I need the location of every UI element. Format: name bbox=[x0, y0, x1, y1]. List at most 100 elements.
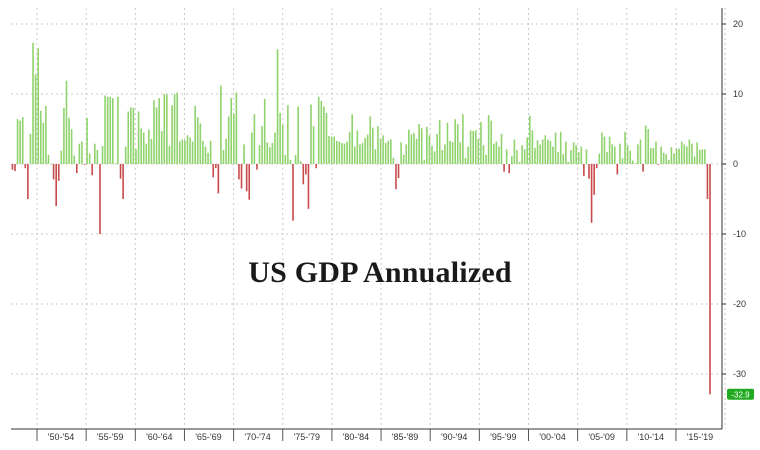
gdp-bar bbox=[117, 96, 119, 164]
gdp-bar bbox=[585, 149, 588, 164]
gdp-bar bbox=[132, 108, 135, 164]
gdp-bar bbox=[199, 123, 202, 164]
gdp-bar bbox=[467, 146, 469, 164]
gdp-bar bbox=[307, 164, 310, 209]
gdp-bar bbox=[601, 132, 603, 164]
gdp-bar bbox=[248, 164, 251, 200]
gdp-bar bbox=[593, 164, 595, 195]
gdp-bar bbox=[140, 128, 142, 164]
gdp-bar bbox=[204, 146, 207, 164]
gdp-bar bbox=[433, 151, 436, 164]
gdp-bar bbox=[662, 152, 665, 164]
gdp-bar bbox=[611, 144, 613, 164]
gdp-bar bbox=[106, 96, 109, 164]
gdp-bar bbox=[423, 159, 426, 164]
gdp-bar bbox=[706, 164, 709, 199]
gdp-bar bbox=[343, 143, 346, 164]
gdp-bar bbox=[145, 143, 148, 164]
gdp-bar bbox=[271, 143, 274, 164]
gdp-bar bbox=[50, 164, 52, 165]
gdp-bar bbox=[194, 105, 196, 164]
gdp-bar bbox=[691, 143, 693, 164]
gdp-bar bbox=[549, 140, 552, 164]
gdp-bar bbox=[81, 141, 83, 164]
last-value-label: -32.9 bbox=[731, 390, 750, 399]
gdp-bar bbox=[580, 146, 583, 164]
gdp-bar bbox=[312, 126, 315, 164]
gdp-bar bbox=[261, 126, 263, 164]
gdp-bar bbox=[482, 145, 485, 164]
gdp-bar bbox=[572, 142, 575, 164]
gdp-bar bbox=[83, 164, 86, 165]
y-tick-label: -10 bbox=[733, 229, 746, 239]
gdp-bar bbox=[130, 107, 132, 164]
gdp-bar bbox=[14, 164, 16, 171]
gdp-bar bbox=[449, 140, 451, 164]
gdp-bar bbox=[294, 154, 297, 164]
gdp-bar bbox=[567, 161, 570, 164]
gdp-bar bbox=[274, 132, 276, 164]
gdp-bar bbox=[629, 150, 632, 164]
gdp-bar bbox=[353, 146, 356, 164]
gdp-bar bbox=[253, 114, 256, 164]
gdp-bar bbox=[505, 149, 508, 164]
gdp-bar bbox=[526, 137, 529, 164]
gdp-bar bbox=[374, 149, 377, 164]
gdp-bar bbox=[577, 152, 580, 164]
gdp-bar bbox=[202, 140, 204, 164]
gdp-bar bbox=[634, 163, 637, 164]
gdp-bar bbox=[171, 105, 173, 164]
gdp-bar bbox=[19, 120, 21, 164]
gdp-bar bbox=[16, 119, 19, 164]
gdp-bar bbox=[392, 157, 395, 164]
gdp-bar bbox=[395, 164, 397, 190]
gdp-bar bbox=[287, 105, 289, 164]
gdp-bar bbox=[387, 140, 390, 164]
gdp-bar bbox=[341, 143, 343, 164]
gdp-bar bbox=[366, 134, 369, 164]
x-tick-label: '55-'59 bbox=[97, 432, 123, 442]
gdp-bar bbox=[616, 164, 619, 175]
gdp-bar bbox=[464, 157, 467, 164]
gdp-bar bbox=[469, 130, 472, 164]
gdp-bar bbox=[559, 131, 562, 164]
gdp-bar bbox=[29, 133, 32, 164]
gdp-bar bbox=[55, 164, 57, 206]
gdp-bar bbox=[251, 132, 253, 164]
gdp-bar bbox=[39, 110, 42, 164]
gdp-bar bbox=[47, 154, 50, 164]
gdp-bar bbox=[668, 159, 670, 164]
gdp-bar bbox=[104, 95, 106, 164]
gdp-bar bbox=[122, 164, 124, 199]
gdp-bar bbox=[27, 164, 29, 199]
gdp-bar bbox=[397, 164, 400, 178]
gdp-bar bbox=[523, 149, 526, 164]
gdp-bar bbox=[158, 98, 160, 164]
chart-title: US GDP Annualized bbox=[248, 256, 512, 289]
gdp-bar bbox=[320, 101, 323, 164]
gdp-bar bbox=[534, 147, 536, 164]
gdp-bar bbox=[485, 154, 487, 164]
gdp-bar bbox=[619, 143, 621, 164]
gdp-bar bbox=[698, 150, 701, 164]
gdp-bar bbox=[657, 164, 660, 165]
gdp-bar bbox=[209, 140, 212, 164]
gdp-bar bbox=[60, 150, 63, 164]
gdp-bar bbox=[402, 154, 405, 164]
gdp-bar bbox=[529, 115, 531, 164]
x-axis-ticks: '50-'54 '55-'59 '60-'64 '65-'69 '70-'74 '75-'… bbox=[36, 429, 713, 442]
gdp-bar bbox=[364, 138, 366, 164]
gdp-bar bbox=[315, 164, 317, 169]
gdp-bar bbox=[189, 137, 191, 164]
gdp-bar bbox=[516, 150, 518, 164]
gdp-bar bbox=[379, 138, 382, 164]
gdp-bar bbox=[299, 161, 302, 164]
gdp-bar bbox=[539, 144, 541, 164]
gdp-bar bbox=[279, 112, 281, 164]
gdp-bar bbox=[233, 113, 235, 164]
gdp-bar bbox=[547, 139, 549, 164]
gdp-bar bbox=[11, 164, 14, 170]
gdp-bar bbox=[94, 143, 96, 164]
gdp-bar bbox=[258, 145, 261, 164]
gdp-bar bbox=[503, 164, 505, 172]
